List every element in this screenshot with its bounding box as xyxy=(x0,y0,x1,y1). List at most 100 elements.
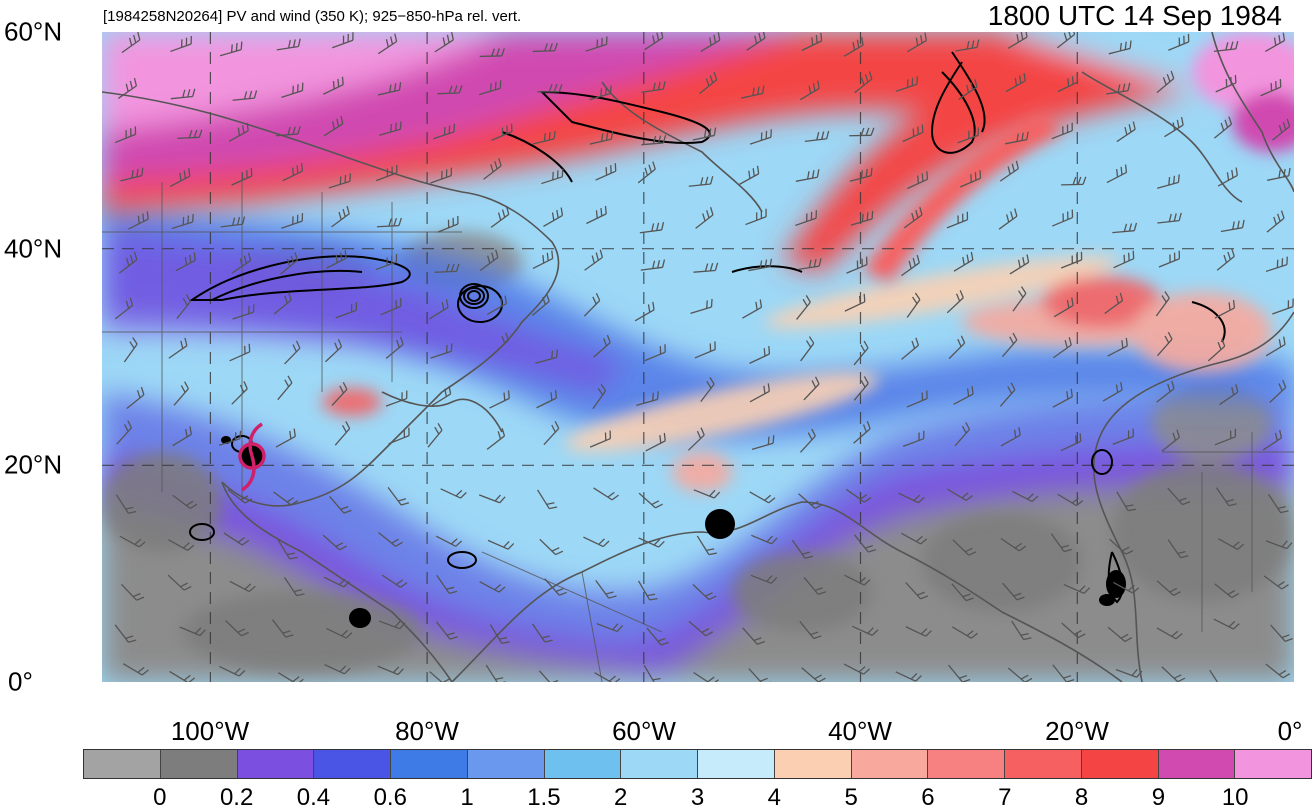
lon-label-80w: 80°W xyxy=(395,716,459,747)
colorbar-swatch xyxy=(161,750,238,778)
colorbar-label: 0 xyxy=(153,784,166,812)
wind-barb-feather xyxy=(1072,76,1073,84)
wind-barb-feather xyxy=(1174,176,1175,184)
wind-barb-feather xyxy=(236,43,237,51)
colorbar-swatch xyxy=(775,750,852,778)
colorbar-label: 7 xyxy=(998,784,1011,812)
wind-barb-feather xyxy=(491,83,492,91)
colorbar-label: 0.2 xyxy=(220,784,253,812)
wind-barb-feather xyxy=(860,296,861,304)
colorbar-swatch xyxy=(545,750,622,778)
lon-label-60w: 60°W xyxy=(612,716,676,747)
wind-barb-feather xyxy=(336,255,337,263)
colorbar-swatch xyxy=(621,750,698,778)
wind-barb-feather xyxy=(1080,433,1081,441)
colorbar-swatch xyxy=(1159,750,1236,778)
wind-barb-feather xyxy=(927,171,928,179)
wind-barb-feather xyxy=(653,393,654,401)
wind-barb xyxy=(533,51,555,52)
colorbar-swatch xyxy=(928,750,1005,778)
plot-title-left: [1984258N20264] PV and wind (350 K); 925… xyxy=(103,8,521,25)
wind-barb-feather xyxy=(664,433,665,441)
wind-barb xyxy=(1061,184,1083,185)
wind-barb-feather xyxy=(1077,74,1078,82)
wind-barb-feather xyxy=(922,173,923,181)
wind-barb-feather xyxy=(500,80,501,88)
map-panel xyxy=(102,32,1294,682)
colorbar-label: 0.4 xyxy=(297,784,330,812)
wind-barb-feather xyxy=(232,44,233,52)
wind-barb-feather xyxy=(1234,300,1235,308)
wind-barb-feather xyxy=(606,87,607,95)
colorbar-swatch xyxy=(391,750,468,778)
wind-barb-feather xyxy=(707,300,708,308)
wind-barb-feather xyxy=(773,435,774,443)
wind-barb-feather xyxy=(1068,78,1069,86)
colorbar-swatch xyxy=(698,750,775,778)
lat-label-40: 40°N xyxy=(4,234,62,265)
wind-barb-feather xyxy=(872,211,873,219)
wind-barb-feather xyxy=(1229,302,1230,310)
wind-barb-feather xyxy=(1178,174,1179,182)
lon-label-20w: 20°W xyxy=(1045,716,1109,747)
wind-barb-feather xyxy=(338,79,339,87)
wind-barb-feather xyxy=(1121,167,1122,175)
wind-barb-feather xyxy=(302,163,303,171)
wind-barb-feather xyxy=(495,82,496,90)
wind-barb-feather xyxy=(764,348,765,356)
wind-barb-feather xyxy=(1125,42,1126,50)
wind-barb-feather xyxy=(341,253,342,261)
colorbar-label: 1 xyxy=(460,784,473,812)
wind-barb-feather xyxy=(605,206,606,214)
wind-barb-feather xyxy=(712,299,713,307)
wind-barb-feather xyxy=(396,123,397,131)
colorbar-label: 8 xyxy=(1075,784,1088,812)
wind-barb-feather xyxy=(812,37,813,45)
wind-barb-feather xyxy=(861,170,862,178)
pv-map xyxy=(102,32,1294,682)
colorbar-swatch xyxy=(84,750,161,778)
wind-barb-feather xyxy=(147,211,148,219)
wind-barb-feather xyxy=(509,390,510,398)
wind-barb-feather xyxy=(557,349,558,357)
colorbar-swatch xyxy=(1235,750,1311,778)
wind-barb-feather xyxy=(821,33,822,41)
wind-barb xyxy=(434,271,456,272)
colorbar-swatch xyxy=(852,750,929,778)
colorbar-label: 1.5 xyxy=(527,784,560,812)
colorbar-label: 10 xyxy=(1222,784,1249,812)
wind-barb-feather xyxy=(551,392,552,400)
wind-barb-feather xyxy=(610,85,611,93)
wind-barb-feather xyxy=(601,88,602,96)
wind-barb-feather xyxy=(556,390,557,398)
wind-barb-feather xyxy=(867,212,868,220)
wind-barb-feather xyxy=(342,77,343,85)
colorbar-swatch xyxy=(314,750,391,778)
lon-label-40w: 40°W xyxy=(828,716,892,747)
wind-barb-feather xyxy=(871,168,872,176)
wind-barb xyxy=(437,93,459,94)
wind-barb-feather xyxy=(552,251,553,259)
colorbar-label: 2 xyxy=(614,784,627,812)
wind-barb-feather xyxy=(547,253,548,261)
lon-label-0: 0° xyxy=(1278,716,1303,747)
wind-barb-feather xyxy=(601,208,602,216)
wind-barb-feather xyxy=(293,168,294,176)
wind-barb-feather xyxy=(816,35,817,43)
wind-barb-feather xyxy=(400,121,401,129)
pv-colorbar xyxy=(83,749,1312,779)
wind-barb-feather xyxy=(1120,43,1121,51)
colorbar-label: 3 xyxy=(691,784,704,812)
colorbar-label: 4 xyxy=(768,784,781,812)
wind-barb-feather xyxy=(504,393,505,401)
colorbar-swatch xyxy=(238,750,315,778)
lon-label-100w: 100°W xyxy=(171,716,249,747)
wind-barb-feather xyxy=(138,216,139,224)
colorbar-label: 5 xyxy=(844,784,857,812)
lat-label-20: 20°N xyxy=(4,450,62,481)
wind-barb-feather xyxy=(1076,435,1077,443)
plot-title-right: 1800 UTC 14 Sep 1984 xyxy=(988,0,1282,32)
wind-barb-feather xyxy=(333,81,334,89)
wind-barb-feather xyxy=(660,435,661,443)
colorbar-label: 6 xyxy=(921,784,934,812)
